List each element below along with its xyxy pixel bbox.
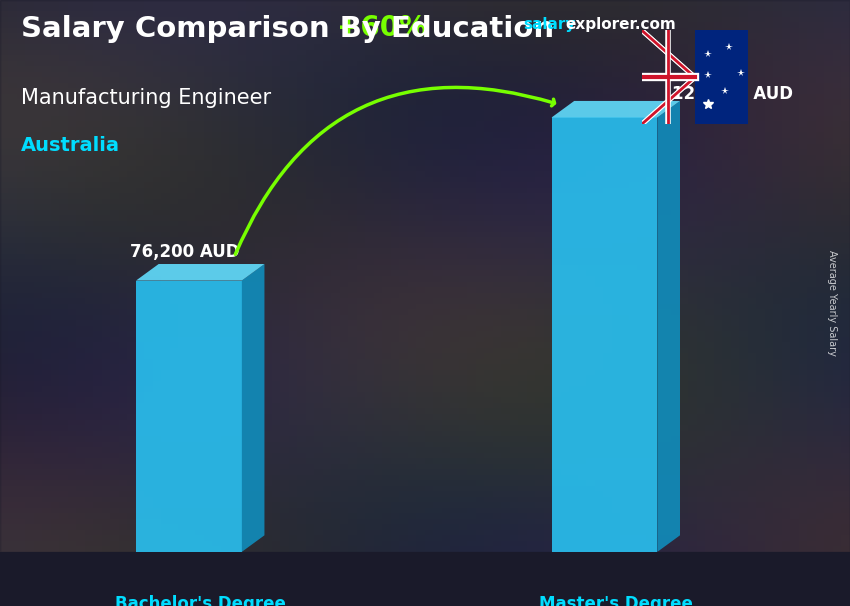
Text: explorer.com: explorer.com — [565, 17, 676, 32]
Text: 76,200 AUD: 76,200 AUD — [130, 243, 240, 261]
Text: 122,000 AUD: 122,000 AUD — [672, 85, 793, 103]
Polygon shape — [657, 101, 680, 552]
Polygon shape — [552, 118, 657, 552]
Polygon shape — [136, 264, 264, 281]
Polygon shape — [136, 281, 241, 552]
Text: +60%: +60% — [337, 15, 427, 42]
Text: Bachelor's Degree: Bachelor's Degree — [115, 594, 286, 606]
Bar — [694, 30, 748, 124]
Text: Average Yearly Salary: Average Yearly Salary — [827, 250, 837, 356]
Polygon shape — [241, 264, 264, 552]
Text: Australia: Australia — [21, 136, 120, 155]
Text: Manufacturing Engineer: Manufacturing Engineer — [21, 88, 271, 108]
Text: Master's Degree: Master's Degree — [539, 594, 693, 606]
Text: salary: salary — [523, 17, 575, 32]
Text: Salary Comparison By Education: Salary Comparison By Education — [21, 15, 554, 43]
Polygon shape — [552, 101, 680, 118]
